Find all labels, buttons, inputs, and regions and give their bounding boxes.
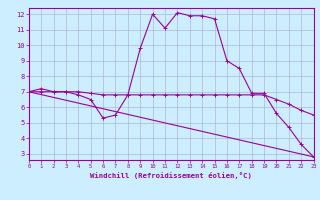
X-axis label: Windchill (Refroidissement éolien,°C): Windchill (Refroidissement éolien,°C) [90,172,252,179]
